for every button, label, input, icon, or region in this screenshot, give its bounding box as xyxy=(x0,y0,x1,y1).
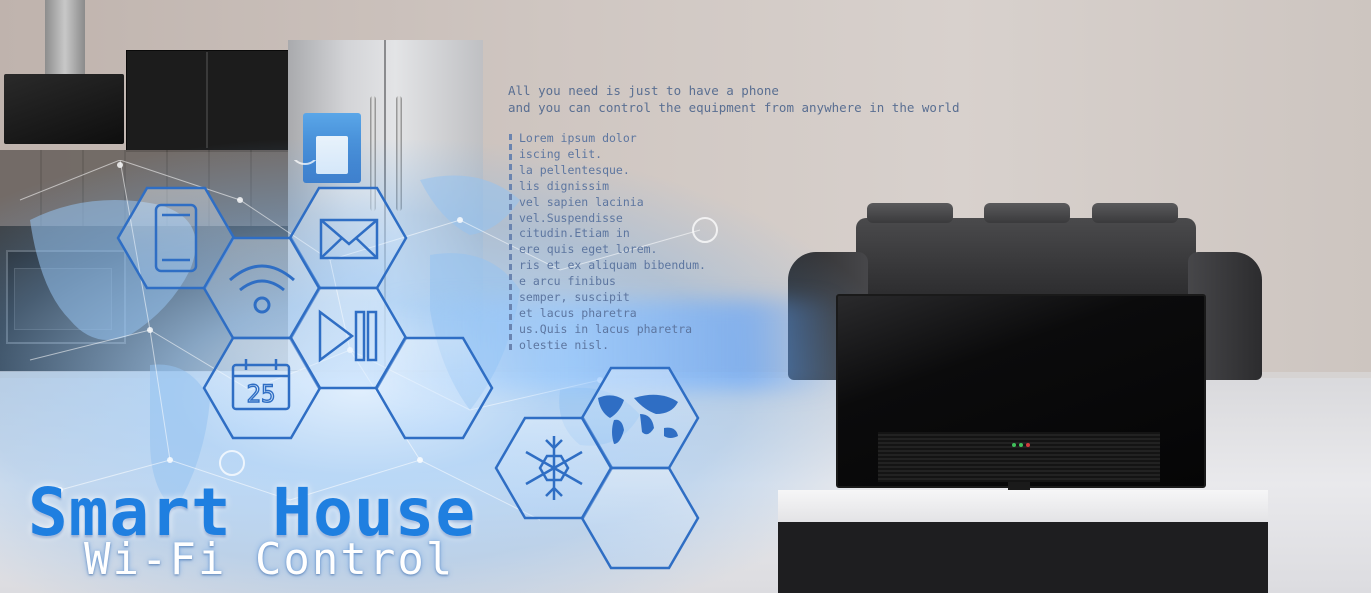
tv-cabinet-top xyxy=(778,490,1268,522)
world-map-icon xyxy=(598,394,678,444)
hex-cell xyxy=(374,336,494,440)
sofa-pillow xyxy=(984,203,1070,223)
main-title: Smart House xyxy=(28,474,477,551)
headline: All you need is just to have a phone and… xyxy=(508,82,960,116)
paragraph-line: Lorem ipsum dolor xyxy=(519,131,637,145)
paragraph-line: e arcu finibus xyxy=(519,274,616,289)
paragraph-line: lis dignissim xyxy=(519,178,610,193)
paragraph-line: vel sapien lacinia xyxy=(519,194,644,209)
snowflake-icon xyxy=(525,436,583,500)
paragraph-line: la pellentesque. xyxy=(519,162,630,177)
range-hood-pipe xyxy=(45,0,85,80)
paragraph-line: iscing elit. xyxy=(519,146,603,161)
hex-cell xyxy=(580,466,700,570)
paragraph-line: et lacus pharetra xyxy=(519,305,637,320)
paragraph-line: semper, suscipit xyxy=(519,290,630,305)
calendar-icon xyxy=(231,359,291,411)
paragraph-line: citudin.Etiam in xyxy=(519,226,630,241)
paragraph-line: us.Quis in lacus pharetra xyxy=(519,321,693,336)
range-hood xyxy=(4,74,124,144)
paragraph-line: ere quis eget lorem. xyxy=(519,242,658,257)
sofa-pillow xyxy=(1092,203,1178,223)
paragraph-accent-bar xyxy=(509,134,512,350)
mail-icon xyxy=(319,218,379,260)
paragraph-line: olestie nisl. xyxy=(519,337,610,352)
cabinet-divider xyxy=(206,52,208,148)
headline-line-2: and you can control the equipment from a… xyxy=(508,100,960,115)
sofa-back xyxy=(856,218,1196,298)
placeholder-paragraph: Lorem ipsum dolor iscing elit. la pellente… xyxy=(519,131,706,354)
paragraph-line: ris et ex aliquam bibendum. xyxy=(519,258,706,273)
calendar-number: 25 xyxy=(247,380,276,408)
wifi-icon xyxy=(229,264,295,314)
tv-speaker-grille xyxy=(878,432,1160,482)
hex-cell xyxy=(202,336,322,440)
kitchen-cabinet xyxy=(126,50,290,152)
hexagon-icon-grid: 25 xyxy=(116,186,700,570)
phone-icon xyxy=(154,203,198,273)
headline-line-1: All you need is just to have a phone xyxy=(508,83,779,98)
play-pause-icon xyxy=(318,309,378,363)
tv-cabinet xyxy=(778,522,1268,593)
subtitle: Wi-Fi Control xyxy=(84,534,455,585)
tv-indicator-lights xyxy=(1012,443,1030,447)
paragraph-line: vel.Suspendisse xyxy=(519,210,623,225)
